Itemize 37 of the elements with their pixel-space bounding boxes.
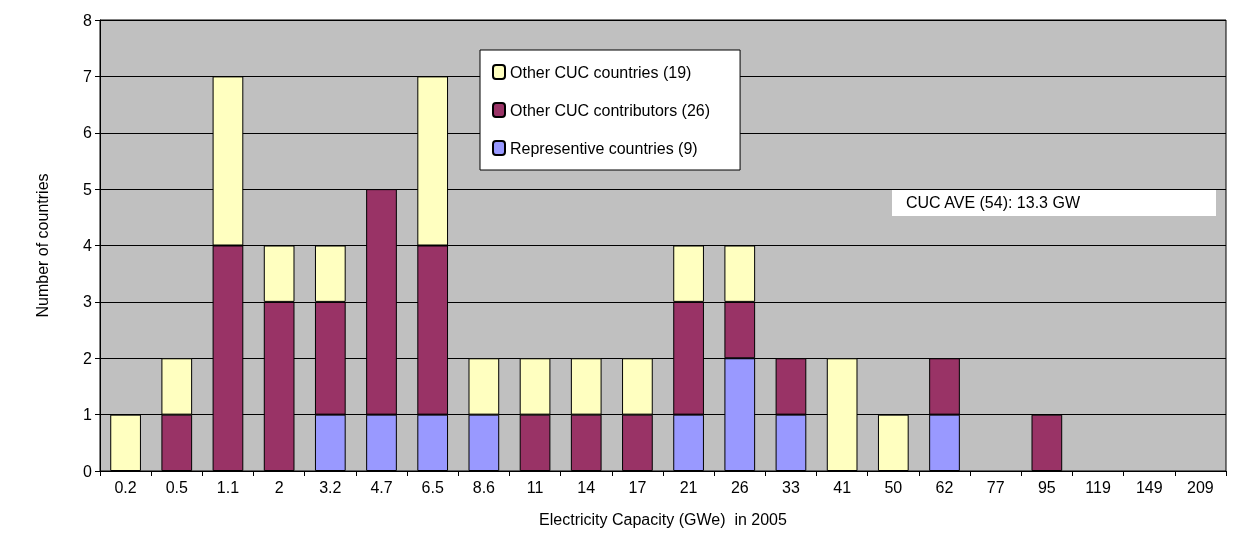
y-tick-label: 5 <box>83 180 93 198</box>
x-tick-label: 8.6 <box>472 478 496 496</box>
x-tick-label: 6.5 <box>421 478 444 496</box>
x-tick-label: 4.7 <box>370 478 393 496</box>
x-tick-label: 17 <box>628 478 647 496</box>
x-tick-label: 77 <box>986 478 1005 496</box>
y-tick-label: 4 <box>83 237 93 254</box>
x-axis-title: Electricity Capacity (GWe) in 2005 <box>539 510 787 528</box>
x-tick-label: 14 <box>577 478 596 496</box>
y-tick-label: 3 <box>83 293 93 311</box>
x-tick-label: 119 <box>1085 478 1111 496</box>
x-tick-label: 95 <box>1037 478 1056 496</box>
x-tick-label: 3.2 <box>319 478 342 496</box>
x-tick-label: 2 <box>274 478 284 496</box>
y-tick-label: 6 <box>83 124 93 142</box>
x-tick-label: 11 <box>526 478 544 496</box>
y-tick-label: 1 <box>83 406 93 424</box>
y-tick-label: 2 <box>83 349 93 367</box>
legend-label: Other CUC contributors (26) <box>510 101 711 119</box>
x-tick-label: 33 <box>782 478 800 496</box>
y-axis-title: Number of countries <box>33 173 51 318</box>
y-tick-label: 8 <box>83 11 93 29</box>
x-tick-label: 50 <box>884 478 903 496</box>
x-tick-label: 62 <box>935 478 954 496</box>
x-tick-label: 26 <box>730 478 749 496</box>
x-tick-label: 41 <box>833 478 852 496</box>
legend-label: Representive countries (9) <box>510 139 698 157</box>
x-tick-label: 0.2 <box>114 478 137 496</box>
x-tick-label: 209 <box>1187 478 1214 496</box>
legend-label: Other CUC countries (19) <box>510 63 692 81</box>
x-tick-label: 149 <box>1135 478 1163 496</box>
y-tick-label: 7 <box>83 67 93 85</box>
note-box: CUC AVE (54): 13.3 GW <box>892 190 1216 216</box>
x-tick-label: 0.5 <box>165 478 188 496</box>
x-tick-label: 21 <box>679 478 698 496</box>
y-tick-label: 0 <box>83 462 93 480</box>
x-tick-label: 1.1 <box>216 478 240 496</box>
